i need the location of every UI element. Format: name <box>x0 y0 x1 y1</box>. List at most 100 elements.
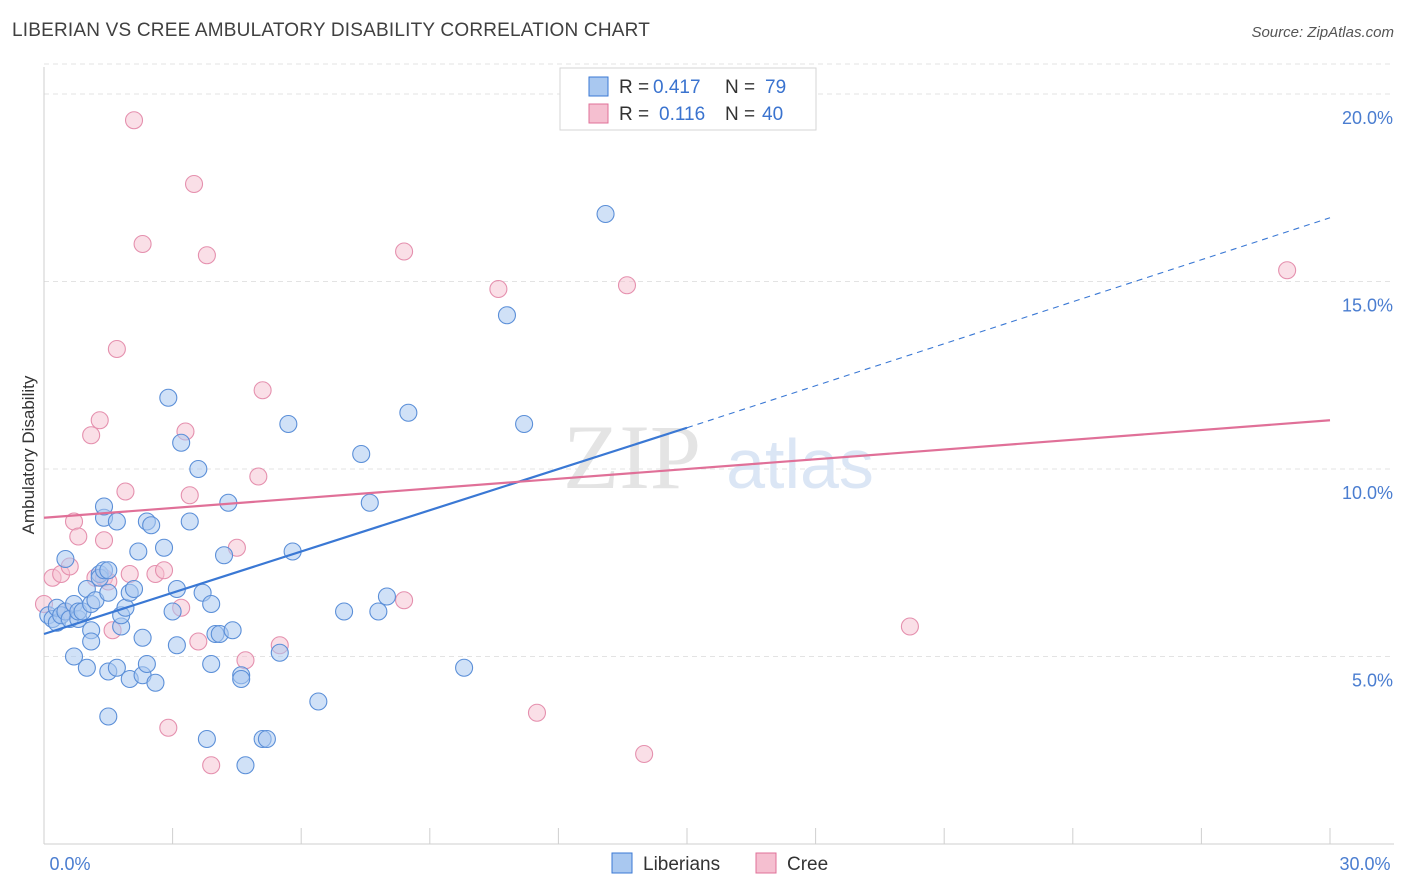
liberian-point <box>232 669 251 689</box>
cree-point <box>82 426 101 445</box>
stats-legend: R = 0.417 N = 79 R = 0.116 N = 40 <box>559 67 817 131</box>
cree-point <box>184 174 204 194</box>
liberian-trend-line <box>43 426 688 636</box>
cree-point <box>154 561 174 580</box>
cree-point <box>635 744 654 764</box>
cree-point <box>94 531 114 550</box>
liberian-point <box>129 542 148 561</box>
y-tick-label: 10.0% <box>1342 483 1393 503</box>
liberian-point <box>99 707 118 726</box>
liberian-point <box>202 654 221 674</box>
cree-point <box>197 246 216 265</box>
series-legend: Liberians Cree <box>611 852 828 875</box>
liberian-point <box>124 579 144 599</box>
liberian-point <box>335 602 354 621</box>
liberian-point <box>279 414 298 434</box>
liberian-trend-extension <box>686 217 1331 429</box>
liberian-point <box>455 658 474 677</box>
liberian-point <box>497 306 517 325</box>
cree-point <box>116 482 135 501</box>
cree-point <box>124 111 144 130</box>
cree-point <box>253 381 272 400</box>
legend-r-value-liberians: 0.417 <box>653 77 701 98</box>
legend-r-label-cree: R = <box>619 104 649 125</box>
liberian-point <box>197 729 216 749</box>
legend-swatch-liberians <box>588 76 609 97</box>
y-tick-label: 5.0% <box>1352 671 1393 691</box>
bottom-label-liberians: Liberians <box>643 854 720 875</box>
liberian-point <box>189 459 208 479</box>
legend-n-label-liberians: N = <box>725 77 755 98</box>
liberian-point <box>214 546 234 565</box>
cree-points <box>34 111 1297 775</box>
cree-point <box>236 651 255 670</box>
legend-n-value-cree: 40 <box>762 104 783 125</box>
liberian-point <box>99 583 118 602</box>
liberian-point <box>107 658 126 677</box>
cree-point <box>90 411 109 430</box>
y-tick-label: 15.0% <box>1342 296 1393 316</box>
y-tick-label: 20.0% <box>1342 108 1393 128</box>
cree-point <box>489 279 508 299</box>
bottom-label-cree: Cree <box>787 854 828 875</box>
cree-point <box>107 339 126 359</box>
cree-point <box>617 276 637 295</box>
liberian-point <box>309 692 328 711</box>
liberian-point <box>107 512 126 531</box>
liberian-point <box>159 388 178 407</box>
x-tick-label-min: 0.0% <box>49 854 90 874</box>
liberian-point <box>137 654 156 674</box>
liberian-point <box>236 756 255 775</box>
cree-point <box>1278 261 1297 280</box>
liberian-point <box>270 643 289 662</box>
legend-r-value-cree: 0.116 <box>659 104 705 125</box>
legend-swatch-cree <box>588 103 609 124</box>
cree-point <box>249 467 268 486</box>
watermark: ZIP atlas <box>563 406 874 508</box>
liberian-point <box>133 628 152 647</box>
watermark-zip: ZIP <box>563 406 701 508</box>
tick-labels: 5.0% 10.0% 15.0% 20.0% 0.0% 30.0% <box>49 108 1393 874</box>
chart-title: LIBERIAN VS CREE AMBULATORY DISABILITY C… <box>12 20 651 41</box>
liberian-point <box>64 647 84 666</box>
liberian-point <box>399 403 418 422</box>
bottom-swatch-cree <box>755 852 777 874</box>
liberian-point <box>515 414 534 434</box>
liberian-point <box>167 636 186 655</box>
cree-point <box>900 617 919 636</box>
liberian-point <box>163 602 182 621</box>
trend-lines <box>43 217 1331 636</box>
legend-n-label-cree: N = <box>725 104 755 125</box>
liberian-point <box>77 658 96 677</box>
y-axis-title: Ambulatory Disability <box>19 375 38 534</box>
cree-point <box>159 718 178 737</box>
liberian-point <box>352 444 371 464</box>
liberian-point <box>154 538 174 557</box>
liberian-point <box>56 549 75 569</box>
cree-point <box>395 591 414 610</box>
legend-n-value-liberians: 79 <box>765 77 786 98</box>
liberian-point <box>369 602 388 621</box>
liberian-point <box>223 621 242 640</box>
liberian-point <box>360 493 379 512</box>
gridlines <box>44 63 1394 657</box>
cree-point <box>395 242 414 261</box>
cree-point <box>527 703 547 722</box>
liberian-point <box>377 587 396 606</box>
cree-trend-line <box>43 419 1331 519</box>
axes <box>43 67 1394 845</box>
bottom-swatch-liberians <box>611 852 633 874</box>
liberian-point <box>180 512 199 531</box>
cree-point <box>69 527 88 546</box>
cree-point <box>202 756 221 775</box>
cree-point <box>189 632 208 651</box>
liberian-point <box>82 632 101 651</box>
liberian-point <box>94 497 114 516</box>
cree-point <box>133 234 152 254</box>
x-tick-label-max: 30.0% <box>1339 854 1390 874</box>
liberian-point <box>257 729 276 749</box>
liberian-point <box>202 594 221 614</box>
cree-point <box>180 486 199 505</box>
liberian-point <box>146 673 165 692</box>
